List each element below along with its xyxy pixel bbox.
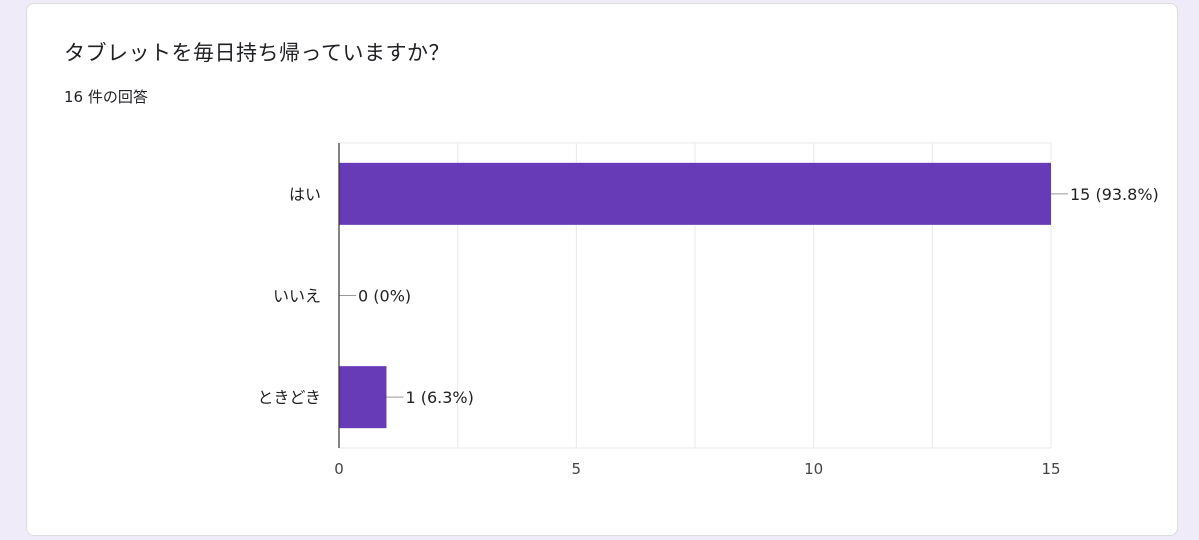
category-label: いいえ bbox=[273, 287, 321, 306]
x-tick-label: 15 bbox=[1041, 460, 1060, 478]
x-tick-label: 0 bbox=[334, 460, 344, 478]
category-label: ときどき bbox=[257, 388, 321, 407]
x-tick-label: 5 bbox=[572, 460, 582, 478]
bar bbox=[339, 162, 1051, 225]
bar bbox=[339, 366, 387, 429]
category-label: はい bbox=[289, 185, 321, 204]
response-count: 16 件の回答 bbox=[64, 88, 148, 106]
bar-chart: はい 15 (93.8%) いいえ 0 (0%) ときどき 1 (6.3%) 0 5 10 15 bbox=[257, 142, 1159, 478]
value-label: 15 (93.8%) bbox=[1070, 185, 1159, 204]
value-label: 0 (0%) bbox=[358, 287, 411, 306]
x-tick-label: 10 bbox=[804, 460, 823, 478]
question-title: タブレットを毎日持ち帰っていますか？ bbox=[64, 41, 450, 65]
question-card: タブレットを毎日持ち帰っていますか？ 16 件の回答 はい 15 (93.8%) い… bbox=[26, 3, 1178, 536]
value-label: 1 (6.3%) bbox=[405, 388, 473, 407]
